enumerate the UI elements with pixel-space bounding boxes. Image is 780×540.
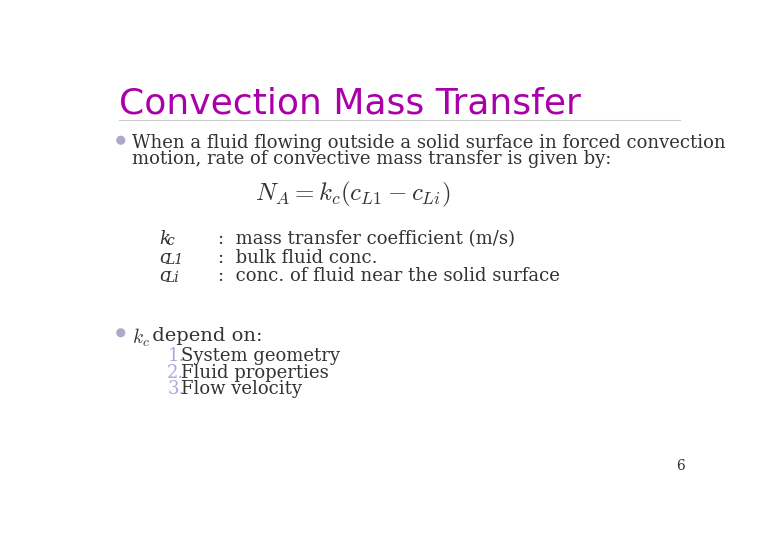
- Text: depend on:: depend on:: [146, 327, 262, 345]
- Text: :  conc. of fluid near the solid surface: : conc. of fluid near the solid surface: [218, 267, 559, 285]
- Circle shape: [117, 329, 125, 336]
- Text: When a fluid flowing outside a solid surface in forced convection: When a fluid flowing outside a solid sur…: [133, 134, 726, 152]
- Text: :  bulk fluid conc.: : bulk fluid conc.: [218, 249, 377, 267]
- Text: 2.: 2.: [167, 363, 185, 382]
- Circle shape: [117, 137, 125, 144]
- Text: Flow velocity: Flow velocity: [181, 381, 302, 399]
- Text: L1: L1: [165, 253, 184, 267]
- Text: motion, rate of convective mass transfer is given by:: motion, rate of convective mass transfer…: [133, 150, 612, 167]
- Text: Convection Mass Transfer: Convection Mass Transfer: [119, 86, 581, 120]
- Text: $k_c$: $k_c$: [133, 327, 151, 349]
- Text: :  mass transfer coefficient (m/s): : mass transfer coefficient (m/s): [218, 231, 515, 248]
- Text: 1.: 1.: [167, 347, 185, 364]
- Text: $N_A = k_c (c_{L1} - c_{Li})$: $N_A = k_c (c_{L1} - c_{Li})$: [255, 180, 451, 210]
- Text: Fluid properties: Fluid properties: [181, 363, 329, 382]
- Text: c: c: [159, 267, 169, 285]
- Text: k: k: [159, 231, 170, 248]
- Text: 6: 6: [676, 459, 685, 473]
- Text: System geometry: System geometry: [181, 347, 340, 364]
- Text: Li: Li: [165, 271, 179, 285]
- Text: 3.: 3.: [167, 381, 185, 399]
- Text: c: c: [159, 249, 169, 267]
- Text: c: c: [166, 234, 174, 248]
